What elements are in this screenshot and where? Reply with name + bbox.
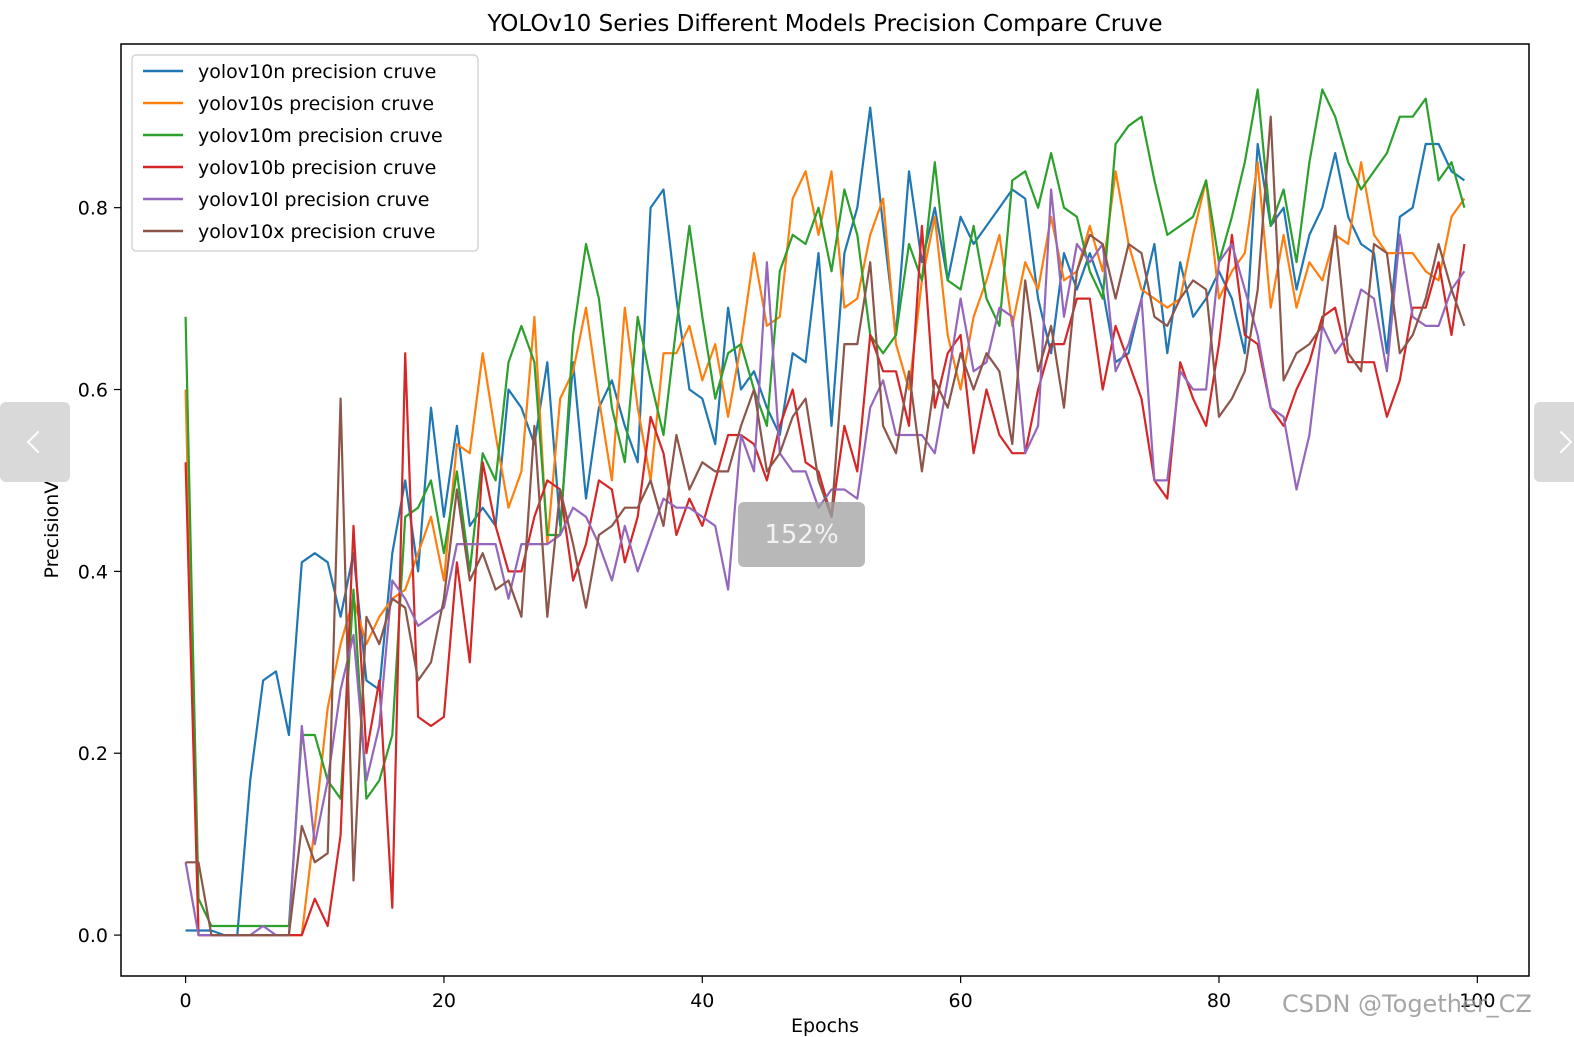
x-tick-label: 100 [1459,990,1495,1012]
chevron-right-icon [1549,430,1573,454]
next-image-button[interactable] [1534,402,1574,482]
x-tick-label: 60 [949,990,973,1012]
y-tick-label: 0.4 [78,561,108,583]
x-tick-label: 80 [1207,990,1231,1012]
y-tick-label: 0.6 [78,380,108,402]
axes-frame [120,43,1530,977]
x-tick-label: 40 [690,990,714,1012]
series-line-5 [185,115,1466,937]
y-tick-label: 0.8 [78,198,108,220]
legend-label-3: yolov10b precision cruve [198,157,436,179]
chevron-left-icon [26,430,50,454]
legend-label-5: yolov10x precision cruve [198,221,435,243]
zoom-level-badge: 152% [738,502,865,567]
y-tick-label: 0.2 [78,743,108,765]
legend-label-0: yolov10n precision cruve [198,61,436,83]
legend: yolov10n precision cruve yolov10s precisi… [131,54,479,252]
legend-box [131,54,479,252]
y-tick-label: 0.0 [78,925,108,947]
legend-label-2: yolov10m precision cruve [198,125,443,147]
legend-label-1: yolov10s precision cruve [198,93,434,115]
y-axis: 0.0 0.2 0.4 0.6 0.8 [78,198,121,947]
x-tick-label: 0 [180,990,192,1012]
x-axis-label: Epochs [791,1015,859,1037]
series-line-3 [184,224,1466,937]
legend-label-4: yolov10l precision cruve [198,189,430,211]
series-line-0 [185,106,1466,937]
previous-image-button[interactable] [0,402,70,482]
x-axis: 0 20 40 60 80 100 [180,976,1495,1012]
x-tick-label: 20 [432,990,456,1012]
series-lines [184,88,1466,937]
chart-title: YOLOv10 Series Different Models Precisio… [486,11,1162,37]
watermark: CSDN @Together_CZ [1282,990,1532,1018]
